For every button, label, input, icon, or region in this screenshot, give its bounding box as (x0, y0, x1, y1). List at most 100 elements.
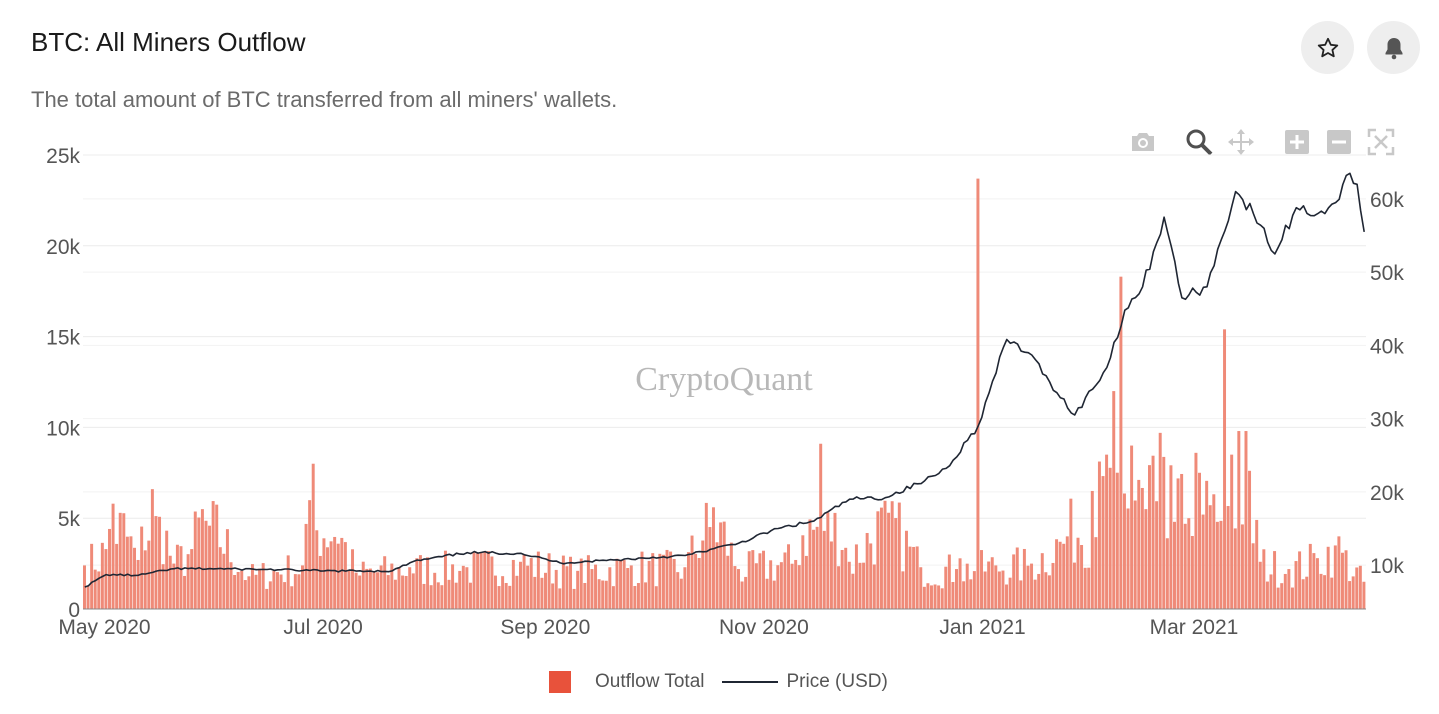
outflow-bar (465, 567, 469, 609)
outflow-bar (1165, 538, 1169, 609)
outflow-bar (701, 540, 705, 609)
outflow-bar (969, 579, 973, 609)
outflow-bar (1155, 501, 1159, 609)
outflow-bar (1180, 473, 1184, 609)
outflow-bar (172, 563, 176, 609)
outflow-bar (1290, 587, 1294, 609)
outflow-bar (233, 574, 237, 609)
outflow-bar (118, 512, 122, 609)
outflow-bar (708, 527, 712, 609)
outflow-bar (1030, 563, 1034, 609)
zoom-in-icon[interactable] (1282, 127, 1312, 157)
outflow-bar (686, 552, 690, 609)
outflow-bar (536, 551, 540, 609)
outflow-bar (1105, 454, 1109, 609)
outflow-bar (386, 575, 390, 609)
zoom-out-icon[interactable] (1324, 127, 1354, 157)
outflow-bar (1287, 569, 1291, 609)
outflow-bar (511, 559, 515, 609)
outflow-bar (433, 572, 437, 609)
x-tick-label: Sep 2020 (500, 616, 590, 639)
outflow-bar (912, 546, 916, 609)
outflow-bar (1119, 276, 1123, 609)
outflow-bar (383, 556, 387, 609)
outflow-bar (665, 549, 669, 609)
outflow-bar (1126, 508, 1130, 609)
outflow-bar (1108, 467, 1112, 609)
outflow-bar (1212, 494, 1216, 609)
page-title: BTC: All Miners Outflow (31, 27, 306, 57)
outflow-bar (243, 580, 247, 609)
outflow-bar (1012, 554, 1016, 609)
outflow-bar (983, 571, 987, 609)
favorite-button[interactable] (1301, 21, 1354, 74)
bell-icon (1383, 36, 1405, 60)
outflow-bar (865, 532, 869, 609)
outflow-bar (1323, 575, 1327, 609)
reset-axes-icon[interactable] (1366, 127, 1396, 157)
outflow-bar (697, 557, 701, 609)
outflow-bar (236, 571, 240, 609)
outflow-bar (683, 567, 687, 609)
outflow-bar (222, 553, 226, 609)
outflow-bar (515, 575, 519, 609)
alert-button[interactable] (1367, 21, 1420, 74)
outflow-bar (622, 560, 626, 609)
outflow-bar (1022, 548, 1026, 609)
outflow-bar (1140, 487, 1144, 609)
y-left-tick-label: 5k (58, 508, 81, 531)
outflow-bar (411, 573, 415, 609)
outflow-bar (904, 530, 908, 609)
watermark: CryptoQuant (635, 361, 813, 398)
outflow-bar (293, 574, 297, 609)
outflow-bar (690, 535, 694, 609)
outflow-bar (215, 504, 219, 609)
outflow-bar (636, 583, 640, 609)
outflow-bar (540, 577, 544, 609)
outflow-bar (804, 555, 808, 609)
outflow-bar (1301, 579, 1305, 609)
outflow-bar (326, 547, 329, 609)
y-right-tick-label: 20k (1370, 482, 1404, 505)
outflow-bar (829, 541, 833, 609)
outflow-bar (926, 583, 930, 609)
outflow-bar (1305, 576, 1309, 609)
outflow-bar (997, 571, 1001, 609)
outflow-bar (754, 563, 758, 609)
outflow-bar (676, 572, 680, 609)
outflow-bar (772, 580, 776, 609)
zoom-icon[interactable] (1184, 127, 1214, 157)
outflow-bar (1173, 521, 1176, 609)
outflow-bar (1176, 478, 1180, 609)
outflow-bar (558, 588, 562, 609)
pan-icon[interactable] (1226, 127, 1256, 157)
outflow-bar (1273, 551, 1277, 609)
outflow-bar (1244, 431, 1248, 609)
outflow-bar (240, 570, 244, 609)
outflow-bar (858, 562, 862, 609)
outflow-bar (418, 555, 422, 609)
outflow-bar (976, 178, 980, 610)
outflow-bar (426, 557, 430, 609)
outflow-bar (115, 543, 119, 609)
outflow-bar (529, 558, 533, 609)
outflow-bar (1162, 456, 1166, 609)
outflow-bar (200, 509, 204, 609)
outflow-bar (193, 511, 197, 609)
price-line (84, 172, 1365, 588)
y-left-tick-label: 0 (68, 599, 80, 622)
outflow-bar (429, 585, 433, 609)
outflow-bar (286, 555, 290, 609)
outflow-bar (322, 538, 326, 609)
outflow-bar (879, 507, 883, 609)
outflow-bar (1258, 561, 1262, 609)
outflow-bar (1283, 573, 1287, 609)
outflow-bar (390, 563, 394, 609)
outflow-bar (493, 575, 497, 609)
outflow-bar (318, 555, 322, 609)
outflow-bar (229, 562, 233, 609)
camera-icon[interactable] (1128, 127, 1158, 157)
outflow-bar (1055, 539, 1059, 609)
outflow-bar (333, 536, 337, 609)
outflow-bar (436, 582, 440, 609)
